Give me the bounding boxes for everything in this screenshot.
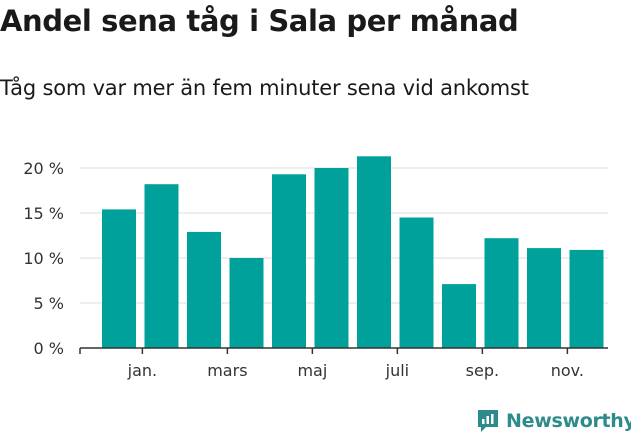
y-tick-label: 0 %: [34, 339, 64, 358]
x-tick-label: sep.: [466, 361, 499, 380]
bar: [442, 284, 476, 348]
x-tick-label: jan.: [127, 361, 157, 380]
y-tick-label: 10 %: [23, 249, 64, 268]
bar: [484, 238, 519, 348]
x-tick-label: juli: [385, 361, 409, 380]
x-tick-label: mars: [207, 361, 247, 380]
y-tick-label: 20 %: [23, 159, 64, 178]
bar: [187, 231, 221, 348]
newsworthy-logo-icon: [478, 410, 498, 432]
bar: [144, 184, 179, 348]
bar: [569, 249, 604, 348]
y-tick-label: 5 %: [34, 294, 64, 313]
bar: [229, 258, 264, 348]
y-tick-label: 15 %: [23, 204, 64, 223]
bar: [314, 168, 349, 348]
brand-name: Newsworthy: [506, 410, 631, 432]
chart-subtitle: Tåg som var mer än fem minuter sena vid …: [0, 76, 529, 100]
chart-title: Andel sena tåg i Sala per månad: [0, 4, 519, 38]
newsworthy-logo: Newsworthy: [476, 408, 631, 434]
bar: [527, 248, 561, 348]
bar: [272, 174, 306, 348]
x-tick-label: maj: [297, 361, 327, 380]
bar: [102, 209, 136, 348]
bar: [357, 156, 391, 348]
bar: [399, 217, 434, 348]
x-tick-label: nov.: [551, 361, 584, 380]
